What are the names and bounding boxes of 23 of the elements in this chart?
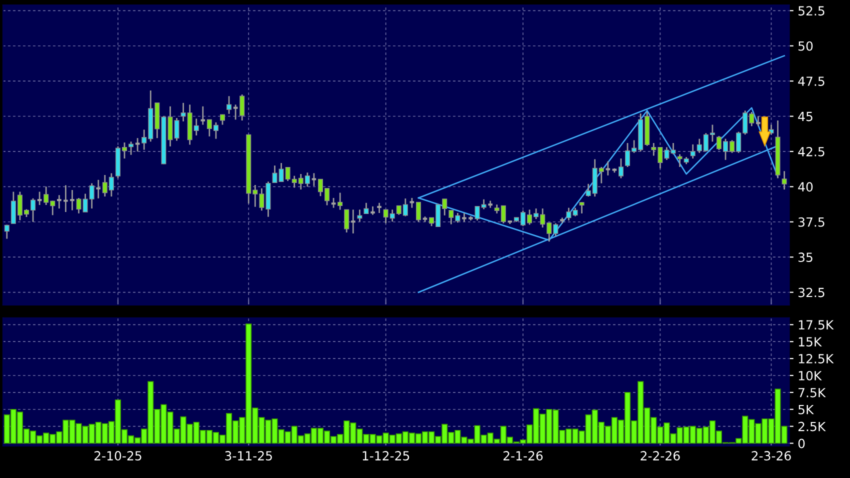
x-tick-label: 2-10-25: [94, 451, 142, 461]
y-tick-label: 47.5: [798, 76, 824, 86]
y-tick-label: 0: [798, 438, 805, 448]
y-tick-label: 37.5: [798, 217, 824, 227]
y-tick-label: 12.5K: [798, 354, 834, 364]
y-tick-label: 7.5K: [798, 388, 826, 398]
y-tick-label: 10K: [798, 370, 822, 380]
y-tick-label: 45: [798, 112, 812, 122]
y-tick-label: 50: [798, 41, 813, 51]
x-tick-label: 2-2-26: [640, 451, 680, 461]
y-tick-label: 42.5: [798, 146, 824, 156]
y-tick-label: 52.5: [798, 6, 824, 16]
y-tick-label: 5K: [798, 405, 814, 414]
y-tick-label: 40: [798, 182, 813, 192]
y-tick-label: 2.5K: [798, 422, 826, 432]
x-tick-label: 3-11-25: [225, 451, 272, 461]
y-tick-label: 17.5K: [798, 320, 834, 330]
x-tick-label: 1-12-25: [362, 451, 410, 461]
y-tick-label: 35: [798, 252, 812, 262]
x-tick-label: 2-3-26: [752, 451, 791, 461]
y-tick-label: 15K: [798, 337, 822, 347]
x-tick-label: 2-1-26: [504, 451, 543, 461]
y-tick-label: 32.5: [798, 288, 824, 298]
